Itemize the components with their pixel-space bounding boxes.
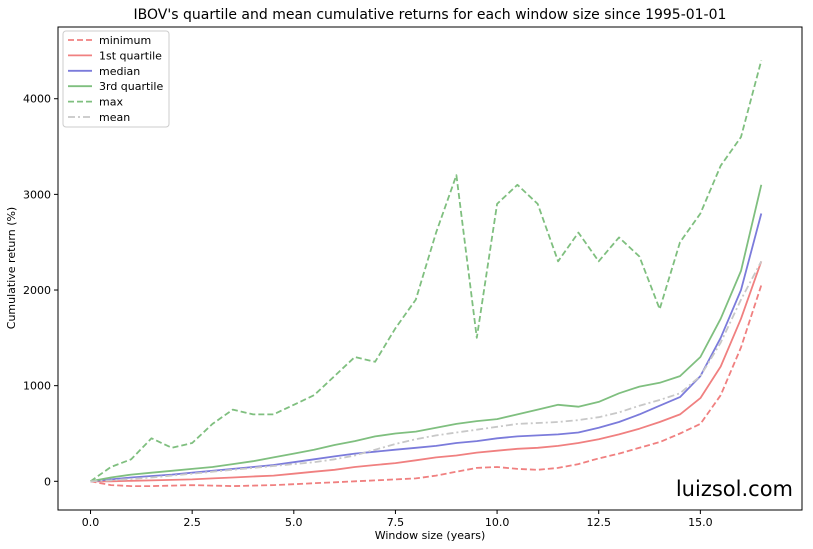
series-line-3rd-quartile	[90, 184, 763, 483]
series-line-1st-quartile	[90, 260, 763, 483]
legend-label-mean: mean	[99, 111, 130, 124]
series-line-max	[89, 60, 763, 483]
series-line-median	[90, 213, 763, 483]
y-tick-label: 4000	[23, 93, 51, 106]
x-tick-label: 0.0	[82, 516, 100, 529]
legend-label-minimum: minimum	[99, 34, 151, 47]
y-tick-label: 0	[44, 475, 51, 488]
watermark: luizsol.com	[676, 477, 793, 501]
legend-label-max: max	[99, 96, 123, 109]
x-tick-label: 15.0	[688, 516, 713, 529]
x-tick-label: 5.0	[285, 516, 303, 529]
plot-area	[57, 26, 803, 511]
x-tick-label: 7.5	[387, 516, 405, 529]
y-axis-label: Cumulative return (%)	[5, 207, 18, 329]
legend-label-median: median	[99, 65, 140, 78]
y-tick-label: 1000	[23, 380, 51, 393]
legend-label-3rd-quartile: 3rd quartile	[99, 80, 163, 93]
legend: minimum 1st quartile median 3rd quartile max…	[62, 30, 170, 128]
x-tick-label: 10.0	[485, 516, 510, 529]
y-axis: 0 1000 2000 3000 4000	[23, 93, 58, 488]
series-line-mean	[90, 260, 763, 483]
x-axis: 0.0 2.5 5.0 7.5 10.0 12.5 15.0	[82, 510, 713, 529]
series-line-minimum	[90, 284, 763, 488]
series-layer	[89, 60, 763, 488]
chart-title: IBOV's quartile and mean cumulative retu…	[134, 7, 727, 23]
y-tick-label: 2000	[23, 284, 51, 297]
y-tick-label: 3000	[23, 188, 51, 201]
legend-items: minimum 1st quartile median 3rd quartile max…	[68, 34, 163, 124]
x-tick-label: 12.5	[586, 516, 611, 529]
x-tick-label: 2.5	[183, 516, 201, 529]
legend-label-1st-quartile: 1st quartile	[99, 49, 162, 62]
x-axis-label: Window size (years)	[375, 529, 486, 542]
